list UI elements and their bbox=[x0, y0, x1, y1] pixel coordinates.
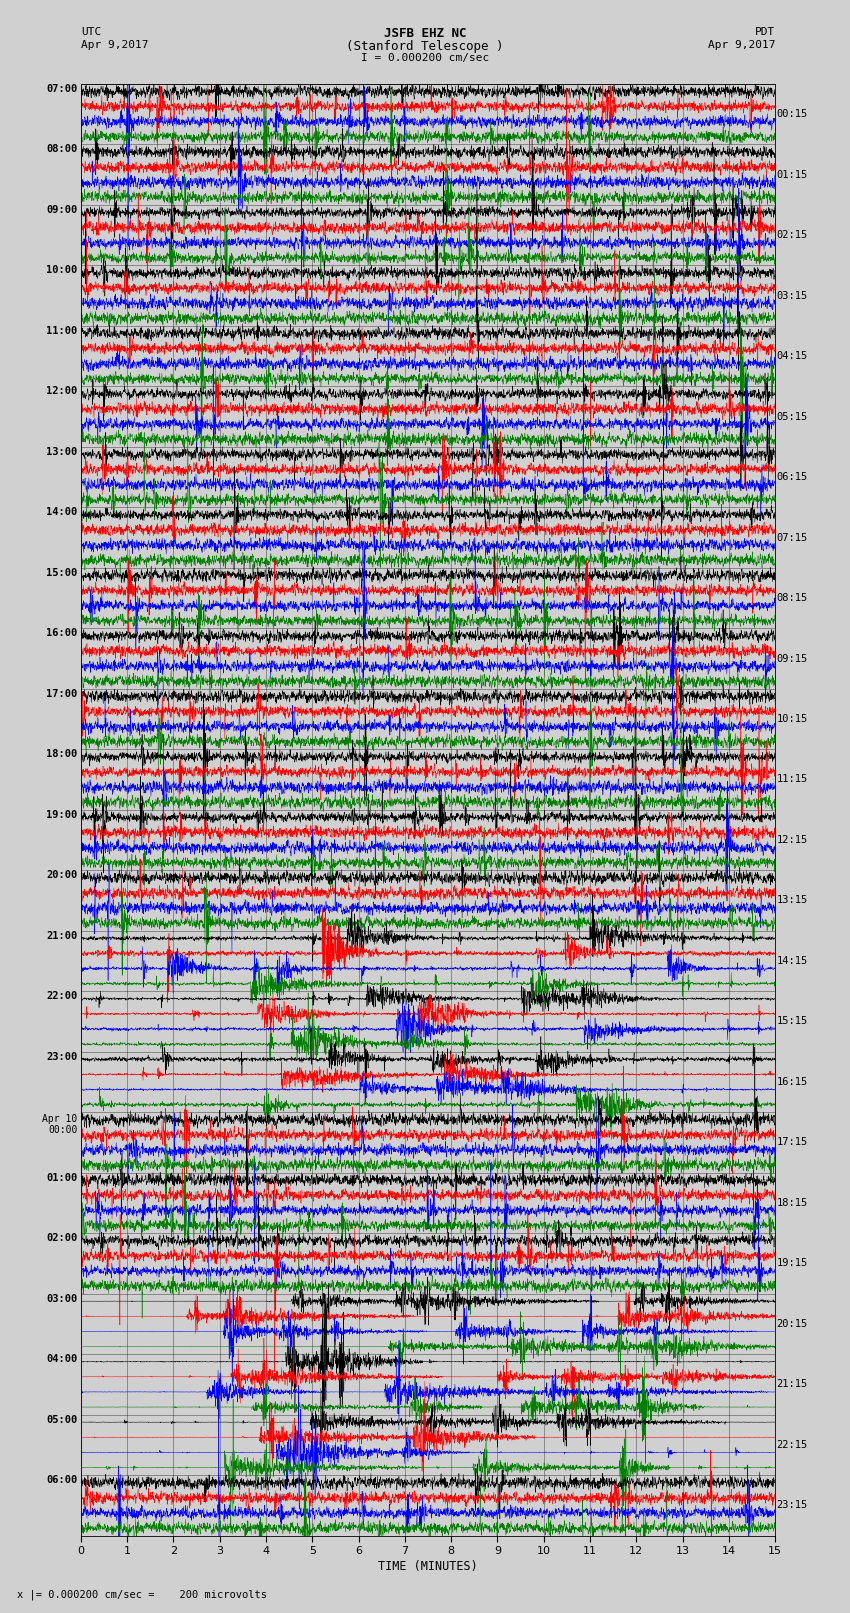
Text: UTC: UTC bbox=[81, 27, 101, 37]
Text: x |= 0.000200 cm/sec =    200 microvolts: x |= 0.000200 cm/sec = 200 microvolts bbox=[17, 1589, 267, 1600]
Text: 09:15: 09:15 bbox=[777, 653, 807, 663]
Text: 03:00: 03:00 bbox=[46, 1294, 77, 1303]
Text: 15:00: 15:00 bbox=[46, 568, 77, 577]
Text: Apr 10
00:00: Apr 10 00:00 bbox=[42, 1113, 77, 1136]
Text: 00:15: 00:15 bbox=[777, 110, 807, 119]
Text: I = 0.000200 cm/sec: I = 0.000200 cm/sec bbox=[361, 53, 489, 63]
Text: 01:00: 01:00 bbox=[46, 1173, 77, 1182]
Text: 11:00: 11:00 bbox=[46, 326, 77, 336]
Text: 04:00: 04:00 bbox=[46, 1355, 77, 1365]
Text: 18:15: 18:15 bbox=[777, 1198, 807, 1208]
Text: 16:15: 16:15 bbox=[777, 1077, 807, 1087]
Text: 10:15: 10:15 bbox=[777, 715, 807, 724]
Text: 21:15: 21:15 bbox=[777, 1379, 807, 1389]
Text: 10:00: 10:00 bbox=[46, 266, 77, 276]
Text: 04:15: 04:15 bbox=[777, 352, 807, 361]
Text: PDT: PDT bbox=[755, 27, 775, 37]
Text: 23:00: 23:00 bbox=[46, 1052, 77, 1061]
Text: (Stanford Telescope ): (Stanford Telescope ) bbox=[346, 40, 504, 53]
Text: 13:15: 13:15 bbox=[777, 895, 807, 905]
Text: 06:15: 06:15 bbox=[777, 473, 807, 482]
Text: 16:00: 16:00 bbox=[46, 629, 77, 639]
Text: 19:00: 19:00 bbox=[46, 810, 77, 819]
X-axis label: TIME (MINUTES): TIME (MINUTES) bbox=[378, 1560, 478, 1573]
Text: 02:15: 02:15 bbox=[777, 231, 807, 240]
Text: 05:15: 05:15 bbox=[777, 411, 807, 421]
Text: 14:00: 14:00 bbox=[46, 506, 77, 518]
Text: Apr 9,2017: Apr 9,2017 bbox=[81, 40, 148, 50]
Text: 02:00: 02:00 bbox=[46, 1232, 77, 1244]
Text: 01:15: 01:15 bbox=[777, 169, 807, 179]
Text: 12:00: 12:00 bbox=[46, 387, 77, 397]
Text: 05:00: 05:00 bbox=[46, 1415, 77, 1424]
Text: 03:15: 03:15 bbox=[777, 290, 807, 300]
Text: 18:00: 18:00 bbox=[46, 748, 77, 760]
Text: 17:15: 17:15 bbox=[777, 1137, 807, 1147]
Text: 07:15: 07:15 bbox=[777, 532, 807, 542]
Text: 23:15: 23:15 bbox=[777, 1500, 807, 1510]
Text: 19:15: 19:15 bbox=[777, 1258, 807, 1268]
Text: 14:15: 14:15 bbox=[777, 957, 807, 966]
Text: 09:00: 09:00 bbox=[46, 205, 77, 215]
Text: 17:00: 17:00 bbox=[46, 689, 77, 698]
Text: 06:00: 06:00 bbox=[46, 1474, 77, 1486]
Text: 11:15: 11:15 bbox=[777, 774, 807, 784]
Text: 07:00: 07:00 bbox=[46, 84, 77, 94]
Text: 12:15: 12:15 bbox=[777, 836, 807, 845]
Text: 08:15: 08:15 bbox=[777, 594, 807, 603]
Text: 22:15: 22:15 bbox=[777, 1440, 807, 1450]
Text: Apr 9,2017: Apr 9,2017 bbox=[708, 40, 775, 50]
Text: JSFB EHZ NC: JSFB EHZ NC bbox=[383, 27, 467, 40]
Text: 20:15: 20:15 bbox=[777, 1319, 807, 1329]
Text: 21:00: 21:00 bbox=[46, 931, 77, 940]
Text: 22:00: 22:00 bbox=[46, 990, 77, 1002]
Text: 20:00: 20:00 bbox=[46, 871, 77, 881]
Text: 15:15: 15:15 bbox=[777, 1016, 807, 1026]
Text: 08:00: 08:00 bbox=[46, 145, 77, 155]
Text: 13:00: 13:00 bbox=[46, 447, 77, 456]
